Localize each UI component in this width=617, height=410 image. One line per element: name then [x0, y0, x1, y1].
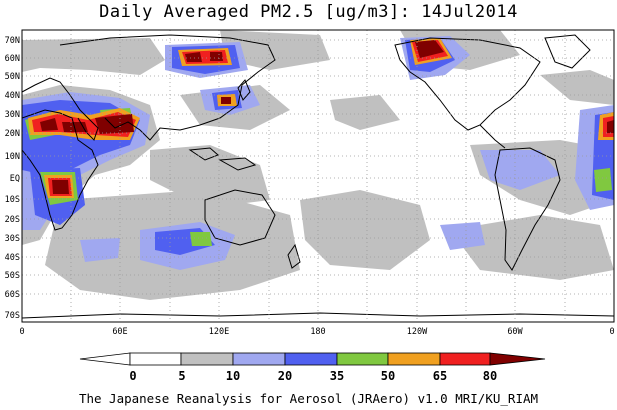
lon-label: 120E [209, 327, 229, 337]
lat-label: 70N [5, 36, 20, 46]
lon-label: 0 [609, 327, 614, 337]
colorbar-bin-50-65 [387, 352, 441, 366]
lon-label: 120W [407, 327, 428, 337]
lon-label: 60E [112, 327, 127, 337]
lon-label: 0 [19, 327, 24, 337]
longitude-labels: 0 60E 120E 180 120W 60W 0 [19, 327, 614, 337]
darkred-bin-regions [40, 40, 614, 194]
colorbar-ticks: 0 5 10 20 35 50 65 80 [129, 369, 497, 383]
lat-label: 40S [5, 253, 20, 263]
colorbar-tick: 10 [226, 369, 240, 383]
colorbar [79, 352, 546, 366]
colorbar-bin-65-80 [439, 352, 491, 366]
colorbar-tick: 50 [381, 369, 395, 383]
lat-label: 50N [5, 72, 20, 82]
colorbar-tick: 20 [278, 369, 292, 383]
lat-label: 10S [5, 195, 20, 205]
concentration-field [22, 30, 614, 322]
colorbar-tick: 35 [330, 369, 344, 383]
map-title: Daily Averaged PM2.5 [ug/m3]: 14Jul2014 [99, 2, 518, 22]
map-frame [21, 29, 615, 323]
lat-label: 60N [5, 54, 20, 64]
lat-label: 20N [5, 129, 20, 139]
lat-label: 20S [5, 215, 20, 225]
colorbar-bin-10-20 [232, 352, 286, 366]
colorbar-bin-0-5 [129, 352, 182, 366]
lat-label: 60S [5, 290, 20, 300]
gridlines [22, 30, 614, 322]
colorbar-bin-20-35 [284, 352, 338, 366]
lat-label: 30N [5, 110, 20, 120]
colorbar-bin-gt80 [489, 352, 546, 366]
lon-label: 60W [507, 327, 523, 337]
lon-label: 180 [310, 327, 325, 337]
lat-label: EQ [10, 174, 20, 184]
colorbar-tick: 80 [483, 369, 497, 383]
lat-label: 40N [5, 91, 20, 101]
lat-label: 50S [5, 271, 20, 281]
colorbar-tick: 5 [178, 369, 185, 383]
lat-label: 30S [5, 234, 20, 244]
colorbar-bin-lt0 [79, 352, 131, 366]
colorbar-tick: 0 [129, 369, 136, 383]
footer-credit: The Japanese Reanalysis for Aerosol (JRA… [78, 391, 539, 406]
colorbar-bin-35-50 [336, 352, 389, 366]
lat-label: 10N [5, 152, 20, 162]
latitude-labels: 70N 60N 50N 40N 30N 20N 10N EQ 10S 20S 3… [5, 36, 20, 321]
colorbar-bin-5-10 [180, 352, 234, 366]
colorbar-tick: 65 [433, 369, 447, 383]
lat-label: 70S [5, 311, 20, 321]
